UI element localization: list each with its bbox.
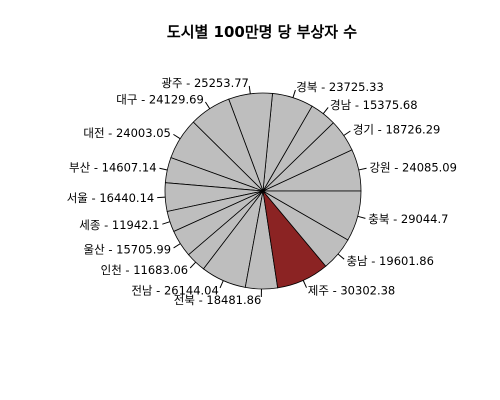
slice-labels: 강원 - 24085.09 경기 - 18726.29 경남 - 15375.68 경… [67,76,457,307]
leader-line-6 [205,101,211,109]
leader-line-12 [189,261,197,269]
slice-label-8: 부산 - 14607.14 [69,161,157,175]
slice-label-9: 서울 - 16440.14 [67,191,155,205]
leader-line-1 [358,167,367,171]
slice-label-13: 전남 - 26144.04 [131,284,219,298]
slice-label-6: 대구 - 24129.69 [116,92,204,106]
leader-line-4 [292,89,296,98]
leader-line-5 [248,85,251,94]
leader-line-16 [337,253,345,260]
slice-label-7: 대전 - 24003.05 [83,126,171,140]
slice-label-14: 전북 - 18481.86 [174,293,262,307]
leader-line-10 [162,221,171,225]
leader-line-17 [357,215,366,219]
slice-label-15: 제주 - 30302.38 [308,283,396,297]
leader-line-15 [302,280,307,288]
slice-label-12: 인천 - 11683.06 [101,263,189,277]
label-leader-lines [157,85,367,297]
slice-label-16: 충남 - 19601.86 [346,254,434,268]
pie-slices [164,92,362,290]
slice-label-3: 경남 - 15375.68 [330,98,418,112]
leader-line-2 [343,130,351,136]
leader-line-3 [322,107,329,115]
slice-label-11: 울산 - 15705.99 [84,243,172,257]
leader-line-13 [219,280,224,289]
leader-line-9 [157,196,166,199]
leader-line-11 [173,243,181,249]
pie-slice-17 [261,190,362,241]
slice-label-4: 경북 - 23725.33 [296,80,384,94]
slice-label-1: 강원 - 24085.09 [369,161,457,175]
slice-label-2: 경기 - 18726.29 [353,122,441,136]
slice-label-10: 세종 - 11942.1 [79,218,159,232]
chart-title: 도시별 100만명 당 부상자 수 [167,23,357,41]
slice-label-5: 광주 - 25253.77 [161,76,249,90]
slice-label-17: 충북 - 29044.7 [368,212,448,226]
leader-line-8 [159,167,168,171]
leader-line-7 [173,133,181,140]
